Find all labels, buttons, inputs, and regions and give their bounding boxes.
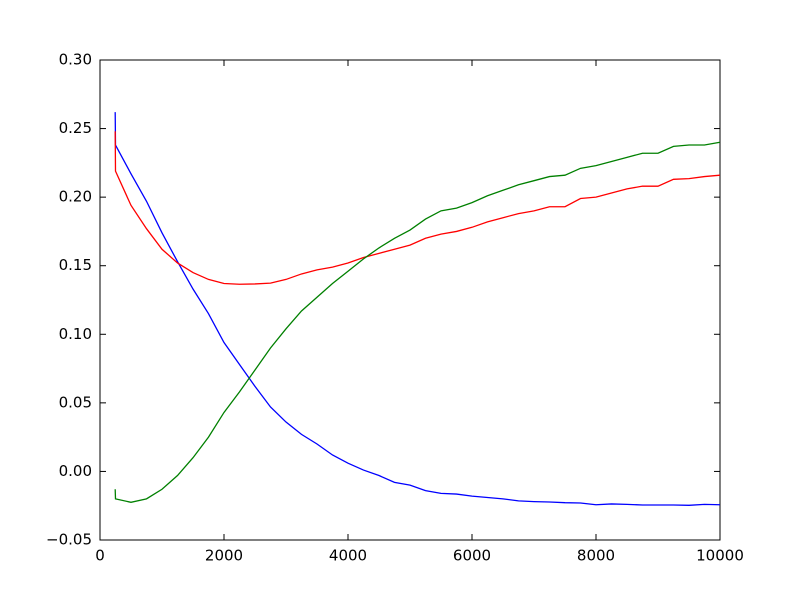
x-tick-label: 2000 — [205, 547, 243, 565]
y-tick-label: 0.30 — [59, 51, 92, 69]
y-tick-label: 0.25 — [59, 119, 92, 137]
x-tick-label: 0 — [95, 547, 105, 565]
y-tick-label: −0.05 — [46, 531, 92, 549]
line-series — [114, 112, 721, 506]
y-tick-label: 0.05 — [59, 393, 92, 411]
y-tick-label: 0.00 — [59, 462, 92, 480]
line-series — [114, 141, 721, 503]
y-tick-label: 0.15 — [59, 256, 92, 274]
plot-frame — [99, 59, 721, 541]
y-tick-label: 0.10 — [59, 325, 92, 343]
x-tick-label: 8000 — [577, 547, 615, 565]
x-tick-label: 10000 — [696, 547, 744, 565]
x-tick-label: 4000 — [329, 547, 367, 565]
y-tick-label: 0.20 — [59, 188, 92, 206]
line-series — [114, 131, 721, 285]
x-tick-label: 6000 — [453, 547, 491, 565]
